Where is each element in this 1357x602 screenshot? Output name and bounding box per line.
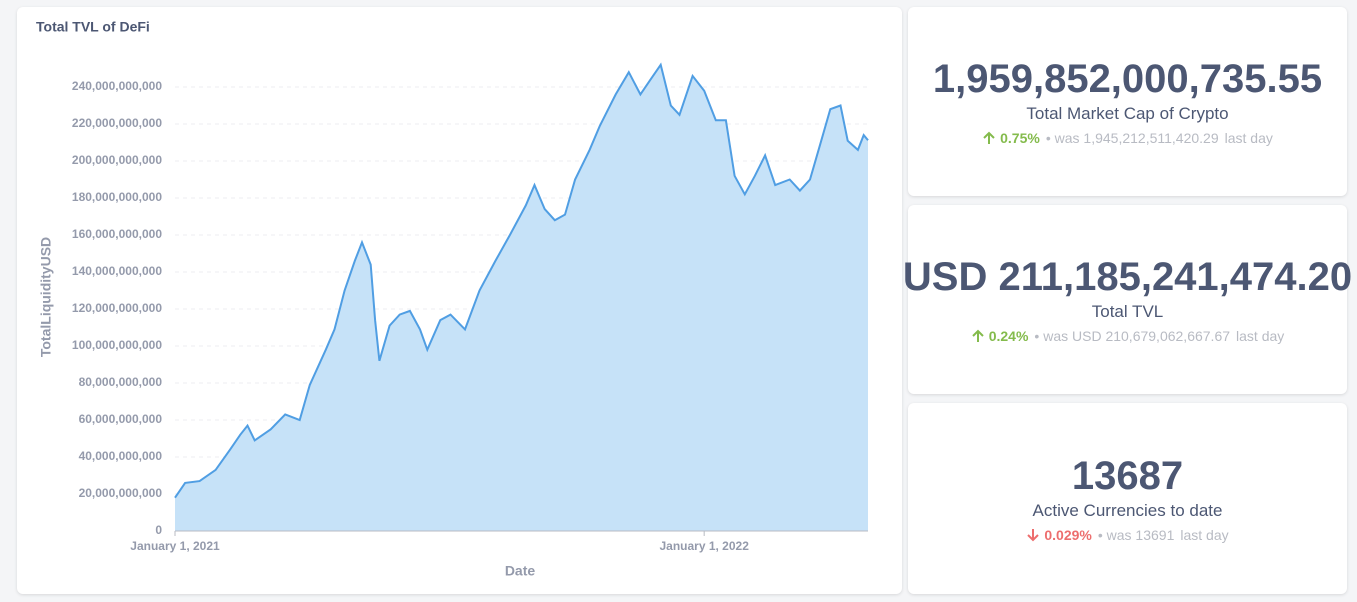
kpi-card: 1,959,852,000,735.55 Total Market Cap of …: [908, 7, 1347, 196]
x-tick-label: January 1, 2022: [659, 539, 749, 553]
kpi-label: Total Market Cap of Crypto: [1026, 104, 1229, 123]
y-axis-label: TotalLiquidityUSD: [38, 237, 54, 357]
kpi-label: Total TVL: [1091, 302, 1164, 321]
chart: Total TVL of DeFi Date TotalLiquidityUSD…: [36, 19, 869, 579]
kpi-previous: • was 13691: [1097, 527, 1175, 543]
trend-arrow: [983, 131, 995, 144]
kpi-value: 13687: [1071, 454, 1184, 498]
kpi-previous: • was 1,945,212,511,420.29: [1045, 130, 1219, 146]
area: [175, 64, 868, 532]
kpi-period: last day: [1236, 328, 1285, 344]
trend-arrow: [1027, 529, 1040, 542]
kpi-change: 0.24% • was USD 210,679,062,667.67 last da…: [971, 328, 1285, 344]
y-tick-label: 40,000,000,000: [79, 449, 163, 463]
y-tick-label: 60,000,000,000: [79, 412, 163, 426]
kpi-value: USD 211,185,241,474.20: [902, 255, 1353, 299]
line: [174, 62, 869, 499]
kpi-period: last day: [1224, 130, 1273, 146]
y-tick-label: 220,000,000,000: [72, 116, 162, 130]
x-axis-label: Date: [505, 563, 536, 579]
kpi-change: 0.75% • was 1,945,212,511,420.29 last day: [982, 130, 1273, 146]
y-tick-label: 180,000,000,000: [72, 190, 162, 204]
kpi-value: 1,959,852,000,735.55: [932, 57, 1323, 101]
x-tick-label: January 1, 2021: [130, 539, 220, 553]
y-tick-label: 200,000,000,000: [72, 153, 162, 167]
kpi-card: USD 211,185,241,474.20 Total TVL 0.24% • wa…: [903, 205, 1352, 394]
trend-arrow: [972, 329, 984, 342]
kpi-change-percent: 0.24%: [988, 328, 1029, 344]
y-tick-label: 80,000,000,000: [79, 375, 163, 389]
y-tick-label: 20,000,000,000: [79, 486, 163, 500]
y-tick-label: 0: [155, 523, 162, 537]
kpi-card: 13687 Active Currencies to date 0.029% • wa…: [908, 403, 1347, 594]
y-tick-label: 160,000,000,000: [72, 227, 162, 241]
y-tick-label: 240,000,000,000: [72, 79, 162, 93]
kpi-previous: • was USD 210,679,062,667.67: [1034, 328, 1231, 344]
y-tick-label: 140,000,000,000: [72, 264, 162, 278]
chart-title: Total TVL of DeFi: [36, 19, 150, 35]
y-tick-label: 100,000,000,000: [72, 338, 162, 352]
kpi-label: Active Currencies to date: [1032, 501, 1223, 520]
kpi-change-percent: 0.029%: [1044, 527, 1092, 543]
kpi-change: 0.029% • was 13691 last day: [1026, 527, 1229, 543]
y-tick-label: 120,000,000,000: [72, 301, 162, 315]
kpi-change-percent: 0.75%: [1000, 130, 1040, 146]
kpi-period: last day: [1180, 527, 1229, 543]
